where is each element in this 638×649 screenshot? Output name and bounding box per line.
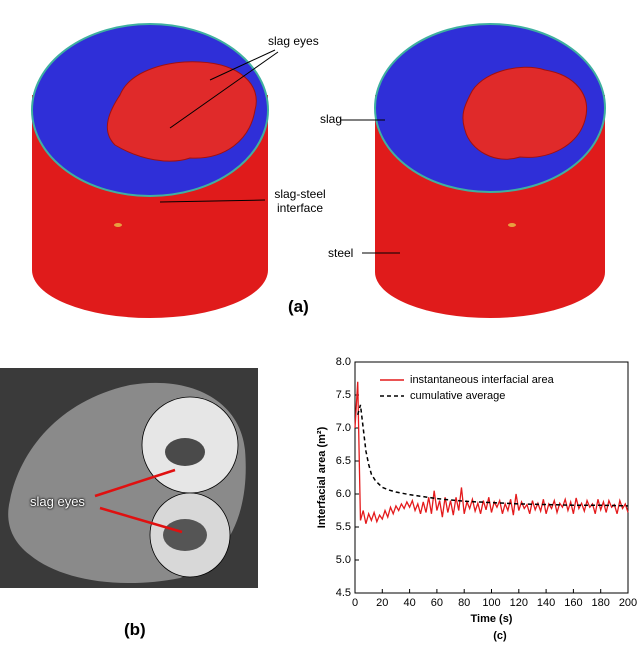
x-tick-label: 100: [482, 597, 500, 609]
legend-label: cumulative average: [410, 390, 505, 402]
y-tick-label: 5.0: [336, 554, 351, 566]
panel-label: (c): [493, 630, 507, 642]
data-line: [357, 404, 629, 507]
y-tick-label: 8.0: [336, 356, 351, 368]
x-tick-label: 40: [403, 597, 415, 609]
x-tick-label: 180: [592, 597, 610, 609]
y-tick-label: 5.5: [336, 521, 351, 533]
x-tick-label: 0: [352, 597, 358, 609]
x-tick-label: 140: [537, 597, 555, 609]
x-tick-label: 120: [510, 597, 528, 609]
x-tick-label: 200: [619, 597, 637, 609]
legend-label: instantaneous interfacial area: [410, 374, 555, 386]
panel-label: (a): [288, 297, 309, 316]
annotation: slag: [320, 112, 343, 126]
data-line: [354, 381, 629, 524]
x-tick-label: 80: [458, 597, 470, 609]
panel-label: (b): [124, 620, 146, 639]
y-tick-label: 4.5: [336, 587, 351, 599]
x-tick-label: 60: [431, 597, 443, 609]
photo: [0, 368, 258, 588]
annotation: slag-steel interface: [274, 187, 326, 215]
y-axis-label: Interfacial area (m²): [316, 426, 328, 528]
x-tick-label: 20: [376, 597, 388, 609]
annotation: slag eyes: [30, 494, 85, 509]
y-tick-label: 6.0: [336, 488, 351, 500]
annotation: slag eyes: [268, 34, 319, 48]
leader-lines: [159, 49, 400, 254]
y-tick-label: 7.5: [336, 389, 351, 401]
x-tick-label: 160: [564, 597, 582, 609]
x-axis-label: Time (s): [471, 613, 513, 625]
y-tick-label: 7.0: [336, 422, 351, 434]
annotation: steel: [328, 246, 354, 260]
y-tick-label: 6.5: [336, 455, 351, 467]
left-cylinder: [31, 23, 269, 318]
right-cylinder: [374, 23, 606, 318]
